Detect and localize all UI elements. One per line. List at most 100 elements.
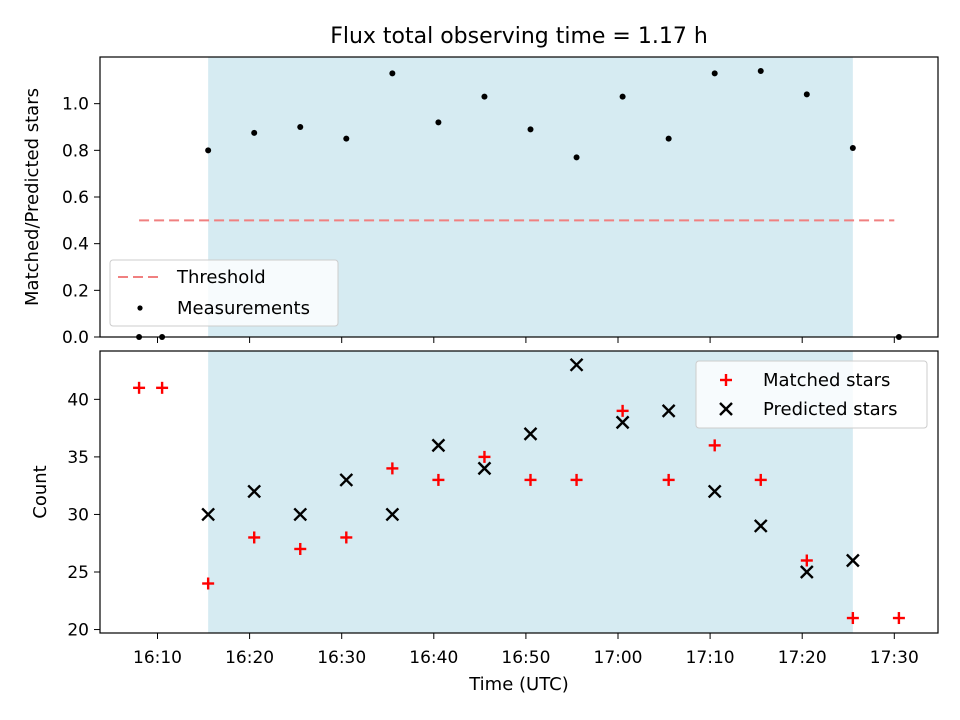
- cross-stroke: [339, 473, 354, 487]
- matched-star-point: [616, 404, 629, 417]
- ratio-panel-frame: [99, 56, 939, 338]
- count-y-axis-label: Count: [30, 465, 51, 518]
- predicted-star-point: [846, 553, 860, 568]
- count-x-axis-ticks: 16:10 16:20 16:30 16:40 16:50 17:00 17:10 17:20…: [133, 633, 919, 668]
- count-panel: 20 25 30 35 40 16:10 16:20 16:30 16:40 16:50 17:0…: [30, 350, 939, 695]
- predicted-star-point: [523, 427, 538, 441]
- predicted-star-point: [615, 415, 630, 430]
- matched-star-point: [662, 473, 675, 486]
- x-tick-label: 17:00: [594, 648, 643, 668]
- predicted-stars-legend-marker: [719, 402, 733, 416]
- matched-star-point: [800, 554, 813, 567]
- matched-star-point: [248, 531, 261, 544]
- predicted-star-point: [339, 473, 354, 487]
- count-y-tick-label: 30: [67, 505, 89, 525]
- matched-star-point: [294, 542, 307, 555]
- count-legend-box: [695, 360, 928, 429]
- predicted-star-point: [293, 507, 308, 522]
- count-y-tick-label: 40: [67, 390, 89, 410]
- predicted-star-point: [477, 461, 492, 476]
- predicted-stars-legend-swatch: [719, 402, 733, 416]
- measurement-point: [527, 126, 534, 133]
- cross-stroke: [293, 507, 308, 522]
- measurement-point: [205, 147, 212, 154]
- predicted-star-point: [753, 519, 768, 533]
- x-tick-label: 17:20: [778, 648, 827, 668]
- count-legend: Matched stars Predicted stars: [695, 360, 928, 429]
- cross-stroke: [846, 553, 860, 568]
- count-y-axis-ticks: 20 25 30 35 40: [67, 390, 100, 641]
- matched-star-point: [202, 577, 215, 590]
- measurement-point: [803, 91, 810, 98]
- matched-star-point: [478, 450, 491, 463]
- count-y-tick-label: 20: [67, 621, 89, 641]
- cross-stroke: [569, 357, 584, 372]
- cross-stroke: [719, 402, 733, 416]
- predicted-star-point: [569, 357, 584, 372]
- count-y-tick-label: 25: [67, 563, 89, 583]
- measurement-point: [573, 154, 580, 161]
- chart-title: Flux total observing time = 1.17 h: [330, 24, 708, 49]
- matched-stars-points: [133, 381, 905, 625]
- measurement-point: [665, 135, 672, 142]
- measurement-point: [251, 129, 258, 136]
- ratio-x-axis-ticks: [157, 337, 895, 343]
- matched-star-point: [432, 473, 445, 486]
- predicted-star-point: [201, 507, 216, 522]
- x-tick-label: 16:50: [501, 648, 550, 668]
- measurement-point: [757, 68, 764, 74]
- cross-stroke: [753, 519, 768, 533]
- predicted-stars-legend-label: Predicted stars: [763, 399, 897, 420]
- cross-stroke: [431, 438, 446, 453]
- ratio-y-tick-label: 0.6: [62, 188, 89, 208]
- cross-stroke: [201, 507, 216, 522]
- matched-star-point: [754, 473, 767, 486]
- x-tick-label: 16:40: [409, 648, 458, 668]
- measurement-point: [297, 124, 304, 130]
- matched-stars-legend-label: Matched stars: [763, 370, 890, 391]
- count-y-tick-label: 35: [67, 448, 89, 468]
- cross-stroke: [707, 484, 722, 499]
- matched-star-point: [846, 612, 859, 625]
- cross-stroke: [477, 461, 492, 476]
- matched-stars-legend-swatch: [720, 374, 732, 386]
- threshold-legend-label: Threshold: [176, 267, 266, 288]
- predicted-star-point: [247, 484, 262, 499]
- matched-star-point: [340, 531, 353, 544]
- matched-star-point: [524, 473, 537, 486]
- ratio-y-tick-label: 0.0: [62, 328, 89, 348]
- predicted-star-point: [799, 565, 814, 579]
- measurement-points: [136, 68, 902, 340]
- measurements-legend-swatch: [137, 305, 143, 311]
- x-tick-label: 17:30: [870, 648, 919, 668]
- cross-stroke: [615, 415, 630, 430]
- measurement-point: [343, 135, 350, 142]
- measurement-point: [389, 70, 396, 77]
- ratio-legend: Threshold Measurements: [109, 259, 339, 327]
- measurement-point: [619, 93, 626, 100]
- ratio-panel: 0.0 0.2 0.4 0.6 0.8 1.0 Flux total observing …: [22, 24, 939, 348]
- predicted-star-point: [385, 507, 400, 522]
- matched-star-point: [892, 612, 905, 625]
- count-panel-frame: [99, 350, 939, 634]
- predicted-star-point: [661, 404, 676, 418]
- matched-star-point: [133, 381, 146, 394]
- ratio-y-axis-label: Matched/Predicted stars: [22, 88, 43, 306]
- x-tick-label: 16:20: [225, 648, 274, 668]
- matched-star-point: [708, 439, 721, 452]
- cross-stroke: [523, 427, 538, 441]
- matched-star-point: [156, 381, 169, 394]
- measurement-point: [481, 93, 488, 100]
- ratio-legend-box: [109, 259, 339, 327]
- predicted-star-point: [431, 438, 446, 453]
- x-tick-label: 16:30: [317, 648, 366, 668]
- predicted-star-point: [707, 484, 722, 499]
- ratio-y-tick-label: 0.8: [62, 141, 89, 161]
- matched-star-point: [570, 473, 583, 486]
- ratio-y-tick-label: 1.0: [62, 95, 89, 115]
- matched-stars-legend-marker: [720, 374, 732, 386]
- ratio-y-tick-label: 0.2: [62, 281, 89, 301]
- predicted-stars-points: [201, 357, 860, 579]
- measurement-point: [849, 145, 856, 151]
